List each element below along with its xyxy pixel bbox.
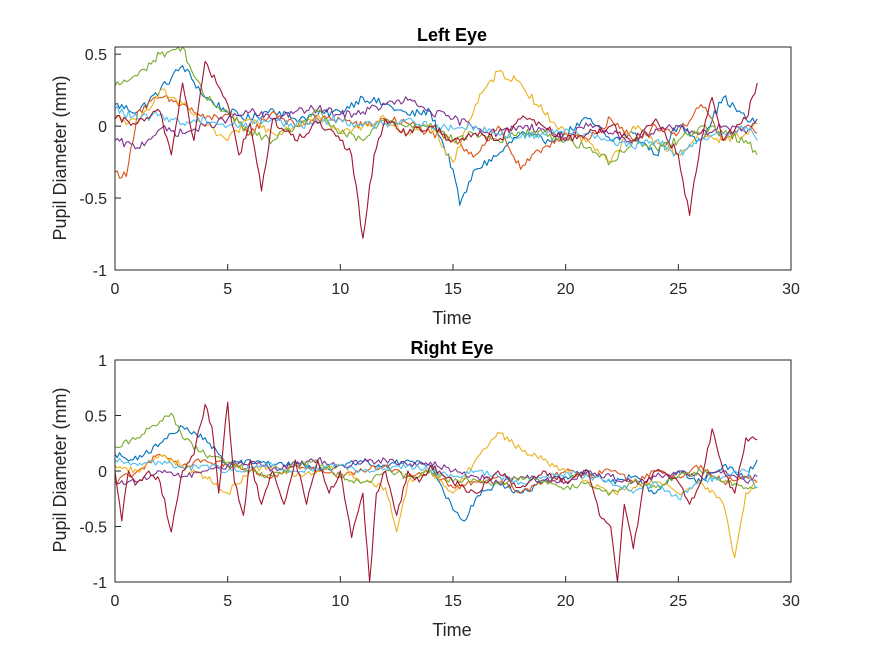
left-eye-series-group <box>114 46 758 239</box>
right-eye-xtick-label: 5 <box>223 593 232 610</box>
left-eye-title: Left Eye <box>417 25 487 45</box>
right-eye-ytick-label: 0 <box>98 464 107 481</box>
right-eye-ytick-label: -1 <box>93 575 107 592</box>
left-eye-ytick-label: 0 <box>98 119 107 136</box>
right-eye-ytick-label: -0.5 <box>79 520 107 537</box>
left-eye-axes: Left Eye 0 5 10 15 20 25 30 0.5 0 -0.5 -1 Time Pup… <box>50 25 800 328</box>
left-eye-series-line-7 <box>114 60 758 239</box>
left-eye-ylabel: Pupil Diameter (mm) <box>50 75 70 240</box>
right-eye-xtick-label: 0 <box>111 593 120 610</box>
left-eye-ytick-label: -1 <box>93 263 107 280</box>
left-eye-series-line-2 <box>114 95 758 179</box>
right-eye-axes: Right Eye 0 5 10 15 20 25 30 1 0.5 0 -0.5 -1 Time P… <box>50 338 800 640</box>
right-eye-ticks: 0 5 10 15 20 25 30 1 0.5 0 -0.5 -1 <box>79 353 800 610</box>
left-eye-xlabel: Time <box>432 308 471 328</box>
left-eye-xtick-label: 25 <box>669 281 687 298</box>
right-eye-series-line-6 <box>114 457 758 501</box>
left-eye-series-line-4 <box>114 96 758 150</box>
right-eye-xtick-label: 25 <box>669 593 687 610</box>
right-eye-xtick-label: 20 <box>557 593 575 610</box>
left-eye-xtick-label: 10 <box>331 281 349 298</box>
right-eye-title: Right Eye <box>410 338 493 358</box>
right-eye-series-line-7 <box>114 401 758 583</box>
right-eye-series-line-4 <box>114 456 758 486</box>
left-eye-xtick-label: 30 <box>782 281 800 298</box>
left-eye-ytick-label: 0.5 <box>85 47 107 64</box>
right-eye-ylabel: Pupil Diameter (mm) <box>50 387 70 552</box>
right-eye-xtick-label: 15 <box>444 593 462 610</box>
left-eye-ytick-label: -0.5 <box>79 191 107 208</box>
left-eye-ticks: 0 5 10 15 20 25 30 0.5 0 -0.5 -1 <box>79 47 800 298</box>
right-eye-series-line-3 <box>114 431 758 559</box>
right-eye-xtick-label: 10 <box>331 593 349 610</box>
right-eye-ytick-label: 0.5 <box>85 409 107 426</box>
left-eye-xtick-label: 5 <box>223 281 232 298</box>
left-eye-xtick-label: 15 <box>444 281 462 298</box>
left-eye-xtick-label: 20 <box>557 281 575 298</box>
left-eye-xtick-label: 0 <box>111 281 120 298</box>
right-eye-xlabel: Time <box>432 620 471 640</box>
right-eye-ytick-label: 1 <box>98 353 107 370</box>
right-eye-series-group <box>114 401 758 583</box>
right-eye-xtick-label: 30 <box>782 593 800 610</box>
